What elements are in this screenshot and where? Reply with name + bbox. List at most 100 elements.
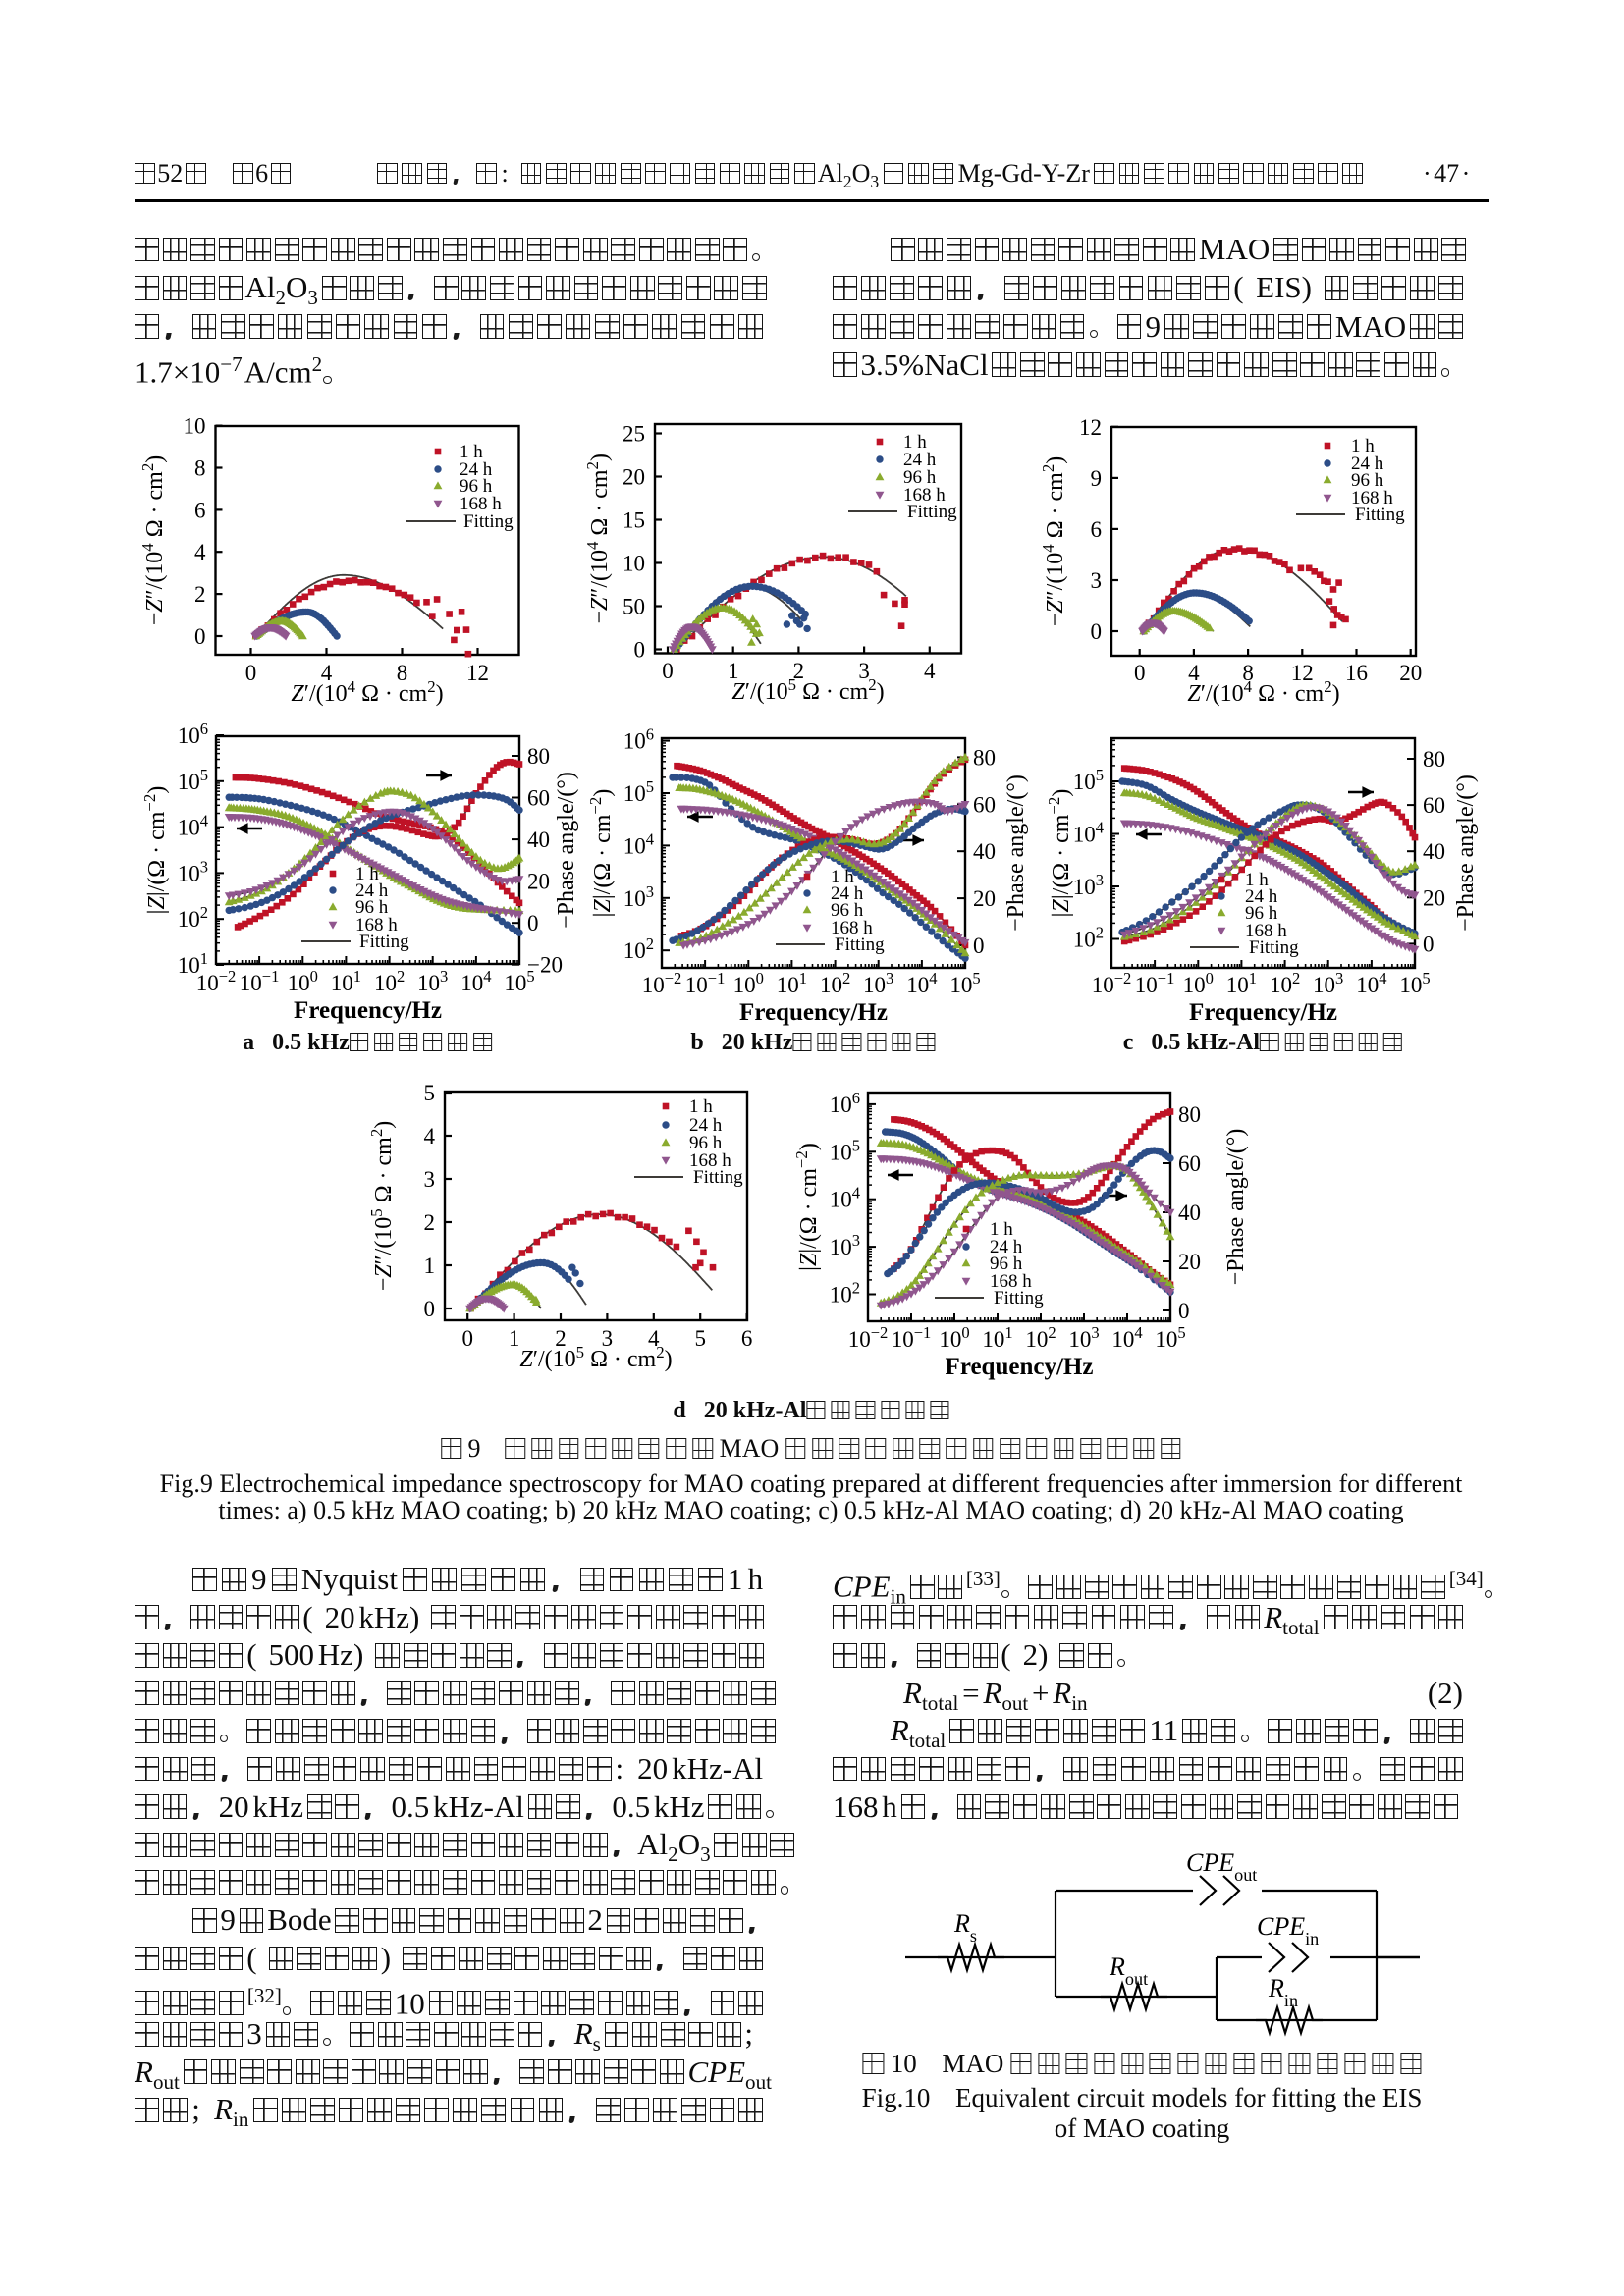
svg-text:Fitting: Fitting xyxy=(907,502,957,522)
svg-text:60: 60 xyxy=(1423,793,1445,818)
svg-text:12: 12 xyxy=(1291,661,1314,685)
svg-text:6: 6 xyxy=(741,1326,753,1351)
svg-text:1 h: 1 h xyxy=(1351,436,1375,456)
svg-text:2: 2 xyxy=(194,582,206,607)
svg-text:−Phase angle/(°): −Phase angle/(°) xyxy=(554,772,579,929)
svg-text:Frequency/Hz: Frequency/Hz xyxy=(946,1354,1094,1380)
svg-text:60: 60 xyxy=(527,786,550,811)
svg-text:Fitting: Fitting xyxy=(463,511,514,532)
svg-text:96 h: 96 h xyxy=(990,1254,1023,1274)
svg-text:Z′/(105 Ω · cm2): Z′/(105 Ω · cm2) xyxy=(519,1343,672,1373)
svg-text:0: 0 xyxy=(1091,619,1103,644)
svg-text:168 h: 168 h xyxy=(831,918,873,938)
svg-text:25: 25 xyxy=(623,422,645,447)
svg-text:80: 80 xyxy=(527,744,550,769)
svg-text:Frequency/Hz: Frequency/Hz xyxy=(294,997,442,1024)
svg-text:80: 80 xyxy=(1423,747,1445,772)
svg-text:1 h: 1 h xyxy=(831,867,854,887)
svg-text:24 h: 24 h xyxy=(990,1237,1023,1257)
svg-text:4: 4 xyxy=(194,540,206,564)
svg-text:10: 10 xyxy=(184,414,206,439)
svg-text:Z′/(104 Ω · cm2): Z′/(104 Ω · cm2) xyxy=(291,677,443,708)
svg-text:8: 8 xyxy=(1242,661,1254,685)
svg-text:40: 40 xyxy=(1423,839,1445,864)
svg-text:24 h: 24 h xyxy=(689,1115,723,1136)
svg-text:24 h: 24 h xyxy=(1245,886,1278,907)
svg-text:102: 102 xyxy=(623,934,654,964)
svg-text:−Phase angle/(°): −Phase angle/(°) xyxy=(1453,774,1479,932)
svg-text:80: 80 xyxy=(1178,1102,1201,1127)
svg-text:9: 9 xyxy=(1091,466,1103,491)
svg-text:1 h: 1 h xyxy=(903,432,927,453)
svg-text:−Phase angle/(°): −Phase angle/(°) xyxy=(1003,774,1029,932)
svg-text:60: 60 xyxy=(1178,1151,1201,1176)
svg-text:Fitting: Fitting xyxy=(693,1167,743,1188)
svg-text:Fitting: Fitting xyxy=(359,932,409,952)
svg-text:101: 101 xyxy=(178,949,208,979)
svg-text:96 h: 96 h xyxy=(831,900,864,921)
svg-text:0: 0 xyxy=(634,638,646,663)
svg-text:60: 60 xyxy=(973,792,996,817)
svg-text:168 h: 168 h xyxy=(990,1271,1032,1292)
svg-text:4: 4 xyxy=(1188,661,1200,685)
svg-text:24 h: 24 h xyxy=(831,883,864,904)
svg-text:105: 105 xyxy=(623,777,654,807)
svg-text:96 h: 96 h xyxy=(460,476,493,497)
svg-text:168 h: 168 h xyxy=(689,1150,731,1171)
svg-text:0: 0 xyxy=(424,1297,436,1321)
svg-text:2: 2 xyxy=(424,1210,436,1235)
svg-text:−Z″/(104 Ω · cm2): −Z″/(104 Ω · cm2) xyxy=(138,455,169,626)
svg-text:1: 1 xyxy=(728,659,739,683)
svg-text:0: 0 xyxy=(245,661,257,685)
svg-text:103: 103 xyxy=(1068,1323,1099,1353)
svg-text:2: 2 xyxy=(555,1326,567,1351)
svg-text:96 h: 96 h xyxy=(689,1133,723,1153)
svg-text:6: 6 xyxy=(1091,517,1103,542)
svg-text:1 h: 1 h xyxy=(355,864,379,884)
svg-text:96 h: 96 h xyxy=(355,897,389,918)
svg-text:40: 40 xyxy=(1178,1201,1201,1225)
svg-text:168 h: 168 h xyxy=(355,915,398,935)
svg-text:2: 2 xyxy=(793,659,805,683)
svg-text:16: 16 xyxy=(1345,661,1368,685)
svg-text:20: 20 xyxy=(973,886,996,911)
svg-text:Frequency/Hz: Frequency/Hz xyxy=(1189,999,1337,1026)
svg-text:Z′/(105 Ω · cm2): Z′/(105 Ω · cm2) xyxy=(731,675,884,706)
svg-text:Fitting: Fitting xyxy=(994,1288,1044,1308)
svg-text:10−1: 10−1 xyxy=(685,969,726,998)
svg-text:0: 0 xyxy=(527,911,539,935)
svg-text:10−2: 10−2 xyxy=(848,1323,889,1353)
svg-text:20: 20 xyxy=(623,465,645,490)
svg-text:168 h: 168 h xyxy=(1245,921,1287,941)
svg-text:Z′/(104 Ω · cm2): Z′/(104 Ω · cm2) xyxy=(1187,677,1339,708)
svg-text:24 h: 24 h xyxy=(1351,454,1384,474)
svg-text:4: 4 xyxy=(424,1124,436,1148)
svg-text:40: 40 xyxy=(973,839,996,864)
svg-text:−Phase angle/(°): −Phase angle/(°) xyxy=(1223,1129,1249,1286)
svg-text:6: 6 xyxy=(194,498,206,522)
svg-text:24 h: 24 h xyxy=(903,450,937,470)
svg-text:168 h: 168 h xyxy=(1351,488,1393,508)
svg-text:12: 12 xyxy=(1079,415,1102,440)
svg-text:20: 20 xyxy=(1399,661,1422,685)
svg-text:4: 4 xyxy=(924,659,936,683)
svg-text:96 h: 96 h xyxy=(903,467,937,488)
svg-text:20: 20 xyxy=(1423,885,1445,910)
svg-text:Fitting: Fitting xyxy=(1355,505,1405,525)
svg-text:24 h: 24 h xyxy=(460,459,493,480)
svg-text:96 h: 96 h xyxy=(1351,470,1384,491)
svg-text:Rout: Rout xyxy=(1109,1952,1148,1989)
svg-text:−20: −20 xyxy=(527,953,563,978)
svg-text:168 h: 168 h xyxy=(903,485,946,506)
svg-text:0: 0 xyxy=(662,659,674,683)
svg-text:12: 12 xyxy=(466,661,489,685)
svg-text:5: 5 xyxy=(424,1081,436,1105)
svg-text:1: 1 xyxy=(509,1326,520,1351)
svg-text:3: 3 xyxy=(1091,568,1103,593)
svg-text:1 h: 1 h xyxy=(689,1096,713,1117)
svg-text:0: 0 xyxy=(194,624,206,649)
svg-text:80: 80 xyxy=(973,745,996,770)
svg-text:1 h: 1 h xyxy=(1245,870,1269,890)
svg-text:40: 40 xyxy=(527,828,550,852)
svg-text:50: 50 xyxy=(623,595,645,619)
